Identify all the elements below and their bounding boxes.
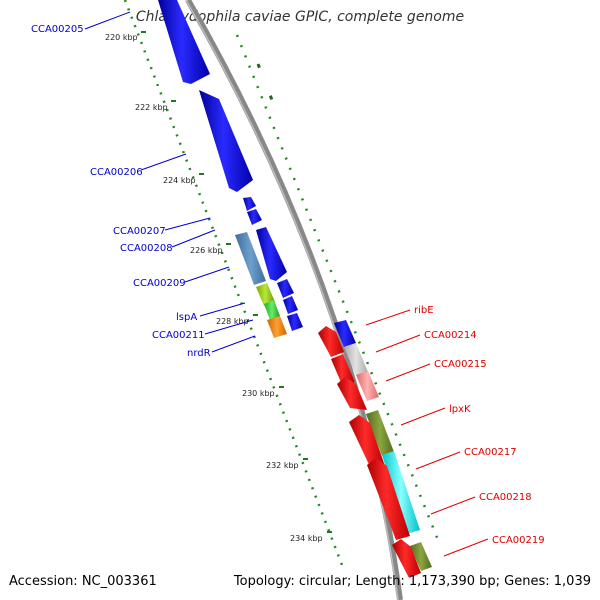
genome-backbone-highlight: [185, 0, 399, 600]
gene-lspa[interactable]: [256, 283, 275, 306]
genome-backbone: [185, 0, 403, 600]
gene-rev-6[interactable]: [392, 539, 421, 578]
feature-label-cca00205[interactable]: CCA00205: [31, 24, 84, 35]
gene-small-3[interactable]: [283, 296, 298, 314]
gene-rev-1[interactable]: [318, 326, 344, 357]
ruler-tick-label: 234 kbp: [290, 534, 323, 543]
gene-small-4[interactable]: [287, 313, 303, 331]
gene-small-1[interactable]: [247, 209, 262, 225]
gene-cca00207[interactable]: [243, 197, 256, 211]
ruler-tick-label: 230 kbp: [242, 389, 275, 398]
feature-label-cca00208[interactable]: CCA00208: [120, 243, 173, 254]
right-track-genes: [334, 320, 432, 571]
ruler-tick-label: 220 kbp: [105, 33, 138, 42]
ruler-tick-label: 226 kbp: [190, 246, 223, 255]
feature-label-cca00218[interactable]: CCA00218: [479, 492, 532, 503]
gene-rev-3[interactable]: [337, 377, 367, 410]
gene-cca00214[interactable]: [344, 343, 368, 376]
reverse-strand-genes: [318, 326, 421, 578]
feature-label-cca00214[interactable]: CCA00214: [424, 330, 477, 341]
feature-label-cca00207[interactable]: CCA00207: [113, 226, 166, 237]
feature-label-cca00219[interactable]: CCA00219: [492, 535, 545, 546]
gene-ribe[interactable]: [334, 320, 356, 347]
left-feature-labels: CCA00205 CCA00206 CCA00207 CCA00208 CCA0…: [31, 11, 256, 359]
topology-text: Topology: circular; Length: 1,173,390 bp…: [233, 574, 591, 589]
gene-cca00205[interactable]: [158, 0, 210, 84]
feature-label-cca00209[interactable]: CCA00209: [133, 278, 186, 289]
left-track-genes: [235, 232, 287, 338]
map-title: Chlamydophila caviae GPIC, complete geno…: [135, 9, 465, 25]
ruler-tick-label: 224 kbp: [163, 176, 196, 185]
gene-cca00209[interactable]: [235, 232, 266, 285]
feature-label-cca00215[interactable]: CCA00215: [434, 359, 487, 370]
feature-label-ribe[interactable]: ribE: [414, 305, 434, 316]
gene-cca00206[interactable]: [199, 90, 253, 192]
gene-lpxk[interactable]: [366, 410, 394, 456]
accession-text: Accession: NC_003361: [9, 574, 157, 589]
feature-label-lspa[interactable]: lspA: [176, 312, 197, 323]
feature-label-cca00217[interactable]: CCA00217: [464, 447, 517, 458]
feature-label-lpxk[interactable]: lpxK: [449, 404, 471, 415]
gene-small-2[interactable]: [277, 279, 294, 298]
gene-rev-5[interactable]: [367, 458, 410, 540]
right-gc-accent: [256, 63, 274, 101]
gene-cca00211[interactable]: [264, 300, 280, 320]
gene-nrdr[interactable]: [267, 316, 287, 338]
gene-rev-2[interactable]: [331, 354, 355, 387]
feature-label-cca00211[interactable]: CCA00211: [152, 330, 205, 341]
left-gc-track: [123, 0, 344, 566]
gene-rev-4[interactable]: [349, 415, 385, 471]
gene-cca00208-fwd[interactable]: [256, 227, 287, 281]
feature-label-nrdr[interactable]: nrdR: [187, 348, 211, 359]
feature-label-cca00206[interactable]: CCA00206: [90, 167, 143, 178]
ruler-tick-label: 232 kbp: [266, 461, 299, 470]
right-feature-labels: ribE CCA00214 CCA00215 lpxK CCA00217 CCA…: [365, 305, 545, 557]
gene-cca00215[interactable]: [356, 371, 379, 401]
ruler-ticks: 220 kbp 222 kbp 224 kbp 226 kbp 228 kbp …: [105, 31, 332, 543]
gene-cca00219[interactable]: [410, 542, 432, 571]
ruler-tick-label: 222 kbp: [135, 103, 168, 112]
forward-strand-genes: [158, 0, 303, 331]
ruler-tick-label: 228 kbp: [216, 317, 249, 326]
gene-cca00217[interactable]: [382, 451, 420, 534]
